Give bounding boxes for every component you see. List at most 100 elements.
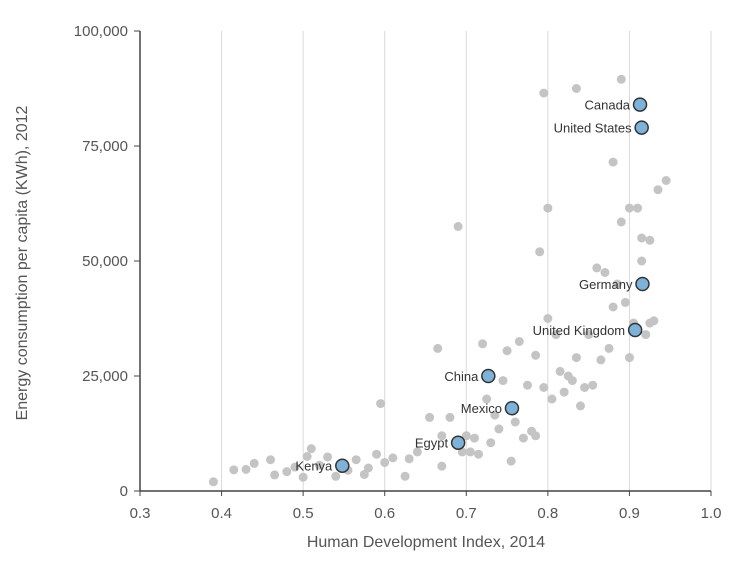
data-point — [608, 157, 618, 167]
data-point — [531, 431, 541, 441]
data-point — [482, 394, 492, 404]
y-tick-labels: 0 25,000 50,000 75,000 100,000 — [74, 23, 128, 500]
axes — [134, 30, 712, 496]
x-tick-label: 0.9 — [619, 505, 640, 522]
data-point — [376, 399, 386, 409]
data-point — [282, 467, 292, 477]
data-point — [592, 263, 602, 273]
data-point — [465, 447, 475, 457]
data-point — [649, 316, 659, 326]
data-point — [331, 471, 341, 481]
data-point — [323, 452, 333, 462]
data-point — [437, 461, 447, 471]
x-tick-label: 0.7 — [456, 505, 477, 522]
y-tick-label: 0 — [120, 483, 128, 500]
point-label: Mexico — [461, 401, 502, 416]
data-point — [624, 353, 634, 363]
x-tick-label: 0.8 — [537, 505, 558, 522]
data-point — [616, 74, 626, 84]
y-tick-label: 50,000 — [82, 253, 128, 270]
data-point — [612, 279, 622, 289]
data-point — [584, 330, 594, 340]
highlighted-point — [481, 368, 496, 384]
data-point — [661, 176, 671, 185]
highlighted-point — [335, 458, 350, 473]
x-tick-label: 0.5 — [293, 505, 314, 522]
data-point — [306, 444, 316, 454]
data-point — [539, 383, 549, 392]
data-point — [404, 454, 414, 464]
data-point — [600, 268, 610, 277]
data-point — [596, 355, 606, 365]
x-tick-label: 0.3 — [130, 505, 151, 522]
data-point — [498, 376, 508, 386]
data-point — [249, 458, 259, 468]
data-point — [510, 417, 520, 427]
data-point — [633, 203, 643, 213]
data-point — [461, 431, 471, 441]
data-point — [490, 410, 500, 420]
data-point — [425, 412, 435, 422]
y-tick-label: 25,000 — [82, 368, 128, 385]
point-label: Kenya — [295, 459, 333, 474]
data-point — [433, 343, 443, 353]
data-point — [502, 346, 512, 356]
data-point — [363, 463, 373, 473]
data-point — [478, 339, 488, 349]
data-point — [494, 424, 504, 434]
data-point — [571, 84, 581, 93]
data-point — [522, 380, 532, 390]
x-tick-label: 1.0 — [701, 505, 722, 522]
data-point — [372, 449, 382, 459]
data-point — [506, 456, 516, 466]
data-point — [290, 462, 300, 472]
data-point — [359, 469, 369, 479]
data-point — [400, 471, 410, 481]
data-point — [571, 353, 581, 363]
data-point — [453, 222, 463, 231]
x-tick-labels: 0.3 0.4 0.5 0.6 0.7 0.8 0.9 1.0 — [130, 505, 722, 522]
data-point — [270, 470, 280, 480]
data-point — [474, 449, 484, 459]
data-point — [539, 88, 549, 98]
point-label: Germany — [579, 277, 633, 292]
data-point — [302, 452, 312, 461]
point-label: United States — [554, 121, 633, 136]
highlighted-point — [632, 97, 648, 112]
data-point — [637, 233, 647, 243]
y-tick-label: 75,000 — [82, 138, 128, 155]
x-tick-label: 0.6 — [374, 505, 395, 522]
data-point — [241, 464, 251, 474]
data-point — [543, 203, 553, 213]
x-axis-title: Human Development Index, 2014 — [307, 534, 545, 551]
highlighted-point — [634, 120, 649, 135]
data-point — [547, 394, 557, 404]
data-point — [653, 185, 663, 195]
data-point — [388, 453, 398, 463]
highlighted-point — [504, 400, 520, 416]
data-point — [604, 343, 614, 353]
data-point — [531, 350, 541, 360]
highlighted-points: Canada United States Germany United Kingdom… — [295, 97, 650, 474]
highlighted-point — [627, 322, 643, 338]
data-point — [486, 438, 496, 448]
grid-lines — [221, 31, 712, 491]
data-point — [445, 412, 455, 422]
data-point — [543, 314, 553, 323]
data-point — [208, 477, 218, 487]
data-point — [437, 431, 447, 441]
data-point — [469, 433, 479, 443]
x-tick-label: 0.4 — [211, 505, 232, 522]
data-point — [637, 256, 647, 266]
highlighted-point — [450, 435, 466, 450]
data-point — [555, 366, 565, 376]
data-point — [514, 337, 524, 346]
data-point — [535, 247, 545, 257]
data-point — [620, 297, 630, 307]
data-point — [266, 455, 276, 465]
data-point — [518, 433, 528, 443]
data-point — [567, 376, 577, 386]
point-label: United Kingdom — [533, 323, 626, 338]
data-point — [298, 472, 308, 482]
